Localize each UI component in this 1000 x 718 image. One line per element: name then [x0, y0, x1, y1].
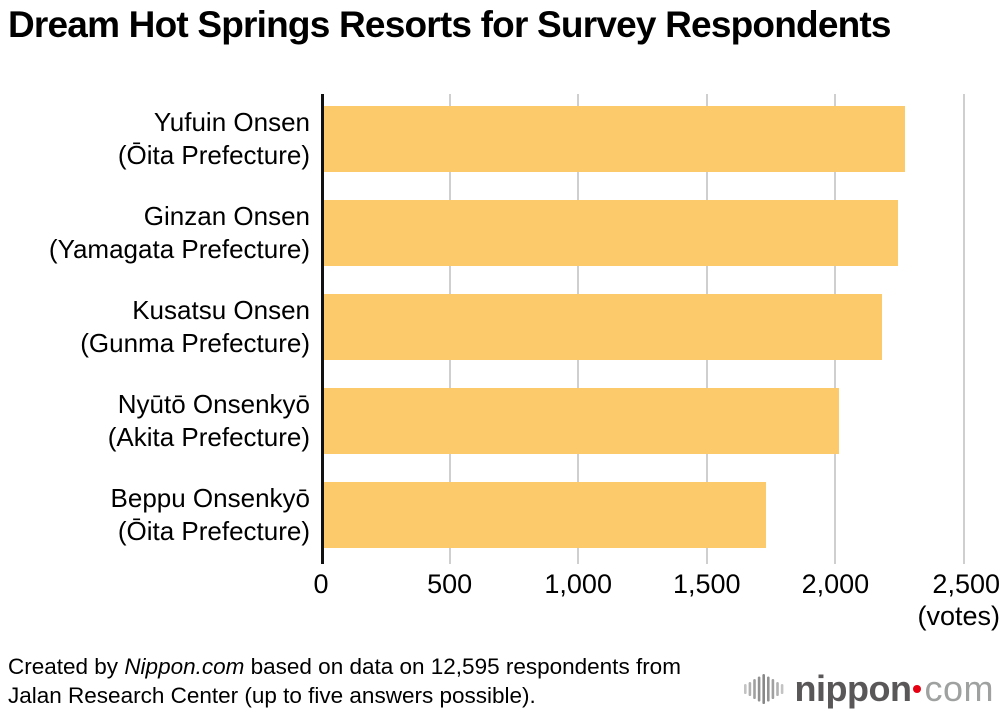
footer-text-post: based on data on 12,595 respondents from — [244, 654, 681, 679]
x-tick-label: 1,000 — [544, 569, 612, 599]
nippon-logo: nippon com — [743, 668, 994, 710]
category-label: Nyūtō Onsenkyō (Akita Prefecture) — [107, 389, 310, 452]
plot-area — [321, 94, 965, 564]
footer-text-line2: Jalan Research Center (up to five answer… — [8, 683, 536, 708]
footer-note: Created by Nippon.com based on data on 1… — [8, 652, 778, 710]
bar — [323, 388, 840, 454]
x-tick-label: 0 — [313, 569, 329, 599]
bar — [323, 106, 905, 172]
x-tick-label: 2,000 — [801, 569, 870, 599]
y-axis-line — [321, 94, 324, 564]
logo-tld: com — [924, 668, 994, 709]
soundwave-bars-icon — [743, 674, 783, 704]
bar — [323, 294, 882, 360]
category-label: Beppu Onsenkyō (Ōita Prefecture) — [110, 483, 310, 546]
footer-source-name: Nippon.com — [124, 654, 245, 679]
bar — [323, 200, 899, 266]
chart-title: Dream Hot Springs Resorts for Survey Res… — [8, 4, 892, 45]
x-axis-tick-labels: 0 500 1,000 1,500 2,000 2,500 (votes) — [313, 568, 1000, 631]
votes-unit-label: (votes) — [917, 601, 1000, 631]
footer-text-pre: Created by — [8, 654, 125, 679]
x-tick-label-with-unit: 2,500 (votes) — [917, 569, 1000, 631]
y-axis-category-labels: Yufuin Onsen (Ōita Prefecture) Ginzan Onse… — [0, 94, 310, 564]
grid-line — [963, 94, 965, 564]
category-label: Yufuin Onsen (Ōita Prefecture) — [117, 107, 310, 170]
logo-wordmark: nippon — [794, 668, 912, 709]
x-tick-label: 500 — [427, 569, 473, 599]
category-label: Ginzan Onsen (Yamagata Prefecture) — [48, 201, 310, 264]
category-label: Kusatsu Onsen (Gunma Prefecture) — [80, 295, 310, 358]
x-tick-label: 1,500 — [673, 569, 741, 599]
logo-red-dot-icon — [913, 684, 922, 693]
bar — [323, 482, 766, 548]
